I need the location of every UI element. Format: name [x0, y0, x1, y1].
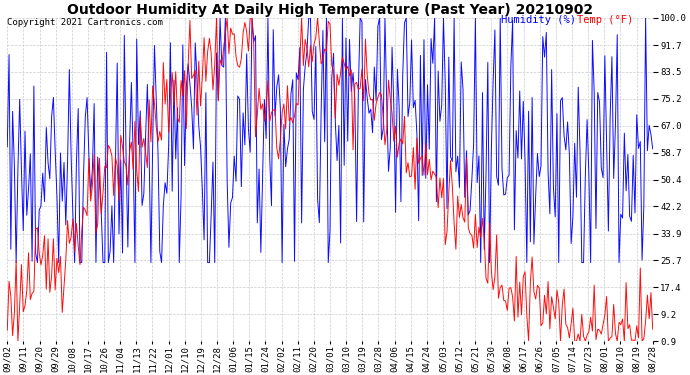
Text: Copyright 2021 Cartronics.com: Copyright 2021 Cartronics.com	[8, 18, 163, 27]
Title: Outdoor Humidity At Daily High Temperature (Past Year) 20210902: Outdoor Humidity At Daily High Temperatu…	[67, 3, 593, 17]
Text: Humidity (%): Humidity (%)	[501, 15, 588, 25]
Text: Temp (°F): Temp (°F)	[577, 15, 633, 25]
